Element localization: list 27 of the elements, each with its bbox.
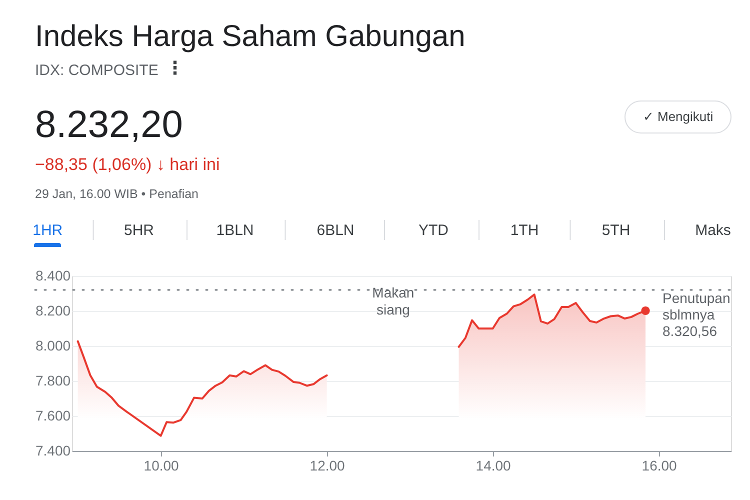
x-tick-label: 10.00 xyxy=(144,458,180,474)
text: 1BLN xyxy=(216,222,254,239)
y-tick-label: 8.000 xyxy=(36,338,71,354)
ref-line-label: Penutupan sblmnya 8.320,56 xyxy=(662,290,730,339)
text: −88,35 (1,06%) ↓ hari ini xyxy=(35,155,220,174)
x-tick-label: 16.00 xyxy=(642,458,678,474)
x-tick-label: 14.00 xyxy=(476,458,512,474)
text: ✓ Mengikuti xyxy=(642,109,714,124)
text: 5TH xyxy=(602,222,630,239)
y-tick-label: 8.200 xyxy=(36,302,71,318)
y-tick-label: 8.400 xyxy=(36,268,71,284)
text: 6BLN xyxy=(316,222,354,239)
y-tick-label: 7.600 xyxy=(36,408,71,424)
text: 1HR xyxy=(32,222,63,239)
text: Maks xyxy=(695,222,731,239)
annotation: Makan siang xyxy=(372,284,414,318)
y-tick-label: 7.400 xyxy=(36,442,71,458)
text: 1TH xyxy=(510,222,539,239)
y-tick-label: 7.800 xyxy=(36,372,71,388)
text: 5HR xyxy=(124,222,154,239)
text: 8.232,20 xyxy=(35,104,183,146)
text: YTD xyxy=(418,222,449,239)
chart-title: Indeks Harga Saham Gabungan xyxy=(35,20,466,53)
text: ⋮ xyxy=(166,58,184,79)
x-tick-label: 12.00 xyxy=(310,458,346,474)
chart-subtitle: IDX: COMPOSITE xyxy=(35,62,158,79)
text: 29 Jan, 16.00 WIB • Penafian xyxy=(35,187,199,201)
